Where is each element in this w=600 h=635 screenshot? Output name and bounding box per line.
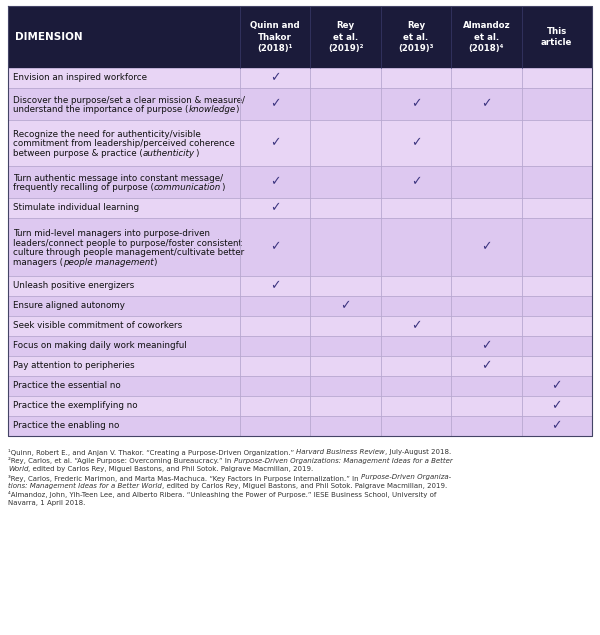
Text: Stimulate individual learning: Stimulate individual learning <box>13 203 139 213</box>
Text: Turn authentic message into constant message/: Turn authentic message into constant mes… <box>13 174 223 183</box>
Text: ✓: ✓ <box>481 340 491 352</box>
Text: ✓: ✓ <box>551 380 562 392</box>
Text: ✓: ✓ <box>411 98 421 110</box>
Bar <box>8 396 592 416</box>
Text: leaders/connect people to purpose/foster consistent: leaders/connect people to purpose/foster… <box>13 239 242 248</box>
Text: Purpose-Driven Organizations: Management Ideas for a Better: Purpose-Driven Organizations: Management… <box>233 457 452 464</box>
Text: commitment from leadership/perceived coherence: commitment from leadership/perceived coh… <box>13 140 235 149</box>
Text: ✓: ✓ <box>270 175 280 189</box>
Text: Pay attention to peripheries: Pay attention to peripheries <box>13 361 134 370</box>
Text: ): ) <box>195 149 198 158</box>
Text: ✓: ✓ <box>270 201 280 215</box>
Text: ✓: ✓ <box>270 279 280 293</box>
Text: managers (: managers ( <box>13 258 63 267</box>
Bar <box>8 336 592 356</box>
Text: ³Rey, Carlos, Frederic Marimon, and Marta Mas-Machuca. “Key Factors in Purpose I: ³Rey, Carlos, Frederic Marimon, and Mart… <box>8 474 361 481</box>
Text: Quinn and
Thakor
(2018)¹: Quinn and Thakor (2018)¹ <box>250 21 300 53</box>
Text: knowledge: knowledge <box>188 105 236 114</box>
Text: ¹Quinn, Robert E., and Anjan V. Thakor. “Creating a Purpose-Driven Organization.: ¹Quinn, Robert E., and Anjan V. Thakor. … <box>8 449 296 456</box>
Bar <box>8 376 592 396</box>
Text: ✓: ✓ <box>340 300 351 312</box>
Text: ): ) <box>221 184 224 192</box>
Text: Harvard Business Review: Harvard Business Review <box>296 449 385 455</box>
Text: authenticity: authenticity <box>143 149 195 158</box>
Text: ): ) <box>154 258 157 267</box>
Text: ⁴Almandoz, John, Yih-Teen Lee, and Alberto Ribera. “Unleashing the Power of Purp: ⁴Almandoz, John, Yih-Teen Lee, and Alber… <box>8 491 436 498</box>
Bar <box>8 6 592 68</box>
Bar <box>8 316 592 336</box>
Text: Practice the enabling no: Practice the enabling no <box>13 422 119 431</box>
Bar <box>8 356 592 376</box>
Text: communication: communication <box>154 184 221 192</box>
Text: Seek visible commitment of coworkers: Seek visible commitment of coworkers <box>13 321 182 330</box>
Text: ): ) <box>236 105 239 114</box>
Text: frequently recalling of purpose (: frequently recalling of purpose ( <box>13 184 154 192</box>
Text: Unleash positive energizers: Unleash positive energizers <box>13 281 134 290</box>
Text: ✓: ✓ <box>551 420 562 432</box>
Text: Discover the purpose/set a clear mission & measure/: Discover the purpose/set a clear mission… <box>13 96 245 105</box>
Text: ²Rey, Carlos, et al. “Agile Purpose: Overcoming Bureaucracy.” In: ²Rey, Carlos, et al. “Agile Purpose: Ove… <box>8 457 233 464</box>
Text: Envision an inspired workforce: Envision an inspired workforce <box>13 74 147 83</box>
Text: culture through people management/cultivate better: culture through people management/cultiv… <box>13 248 244 257</box>
Text: Almandoz
et al.
(2018)⁴: Almandoz et al. (2018)⁴ <box>463 21 510 53</box>
Bar <box>8 120 592 166</box>
Bar <box>8 416 592 436</box>
Text: ✓: ✓ <box>270 72 280 84</box>
Bar <box>8 68 592 88</box>
Text: Turn mid-level managers into purpose-driven: Turn mid-level managers into purpose-dri… <box>13 229 210 238</box>
Text: , edited by Carlos Rey, Miguel Bastons, and Phil Sotok. Palgrave Macmillan, 2019: , edited by Carlos Rey, Miguel Bastons, … <box>29 466 314 472</box>
Text: Rey
et al.
(2019)²: Rey et al. (2019)² <box>328 21 364 53</box>
Text: ✓: ✓ <box>411 319 421 333</box>
Text: Recognize the need for authenticity/visible: Recognize the need for authenticity/visi… <box>13 130 201 139</box>
Text: Practice the exemplifying no: Practice the exemplifying no <box>13 401 137 410</box>
Text: between purpose & practice (: between purpose & practice ( <box>13 149 143 158</box>
Text: ✓: ✓ <box>481 98 491 110</box>
Text: ✓: ✓ <box>270 137 280 149</box>
Bar <box>8 296 592 316</box>
Text: World: World <box>8 466 29 472</box>
Text: understand the importance of purpose (: understand the importance of purpose ( <box>13 105 188 114</box>
Text: ✓: ✓ <box>481 359 491 373</box>
Text: Practice the essential no: Practice the essential no <box>13 382 121 391</box>
Bar <box>8 276 592 296</box>
Text: ✓: ✓ <box>551 399 562 413</box>
Text: Focus on making daily work meaningful: Focus on making daily work meaningful <box>13 342 187 351</box>
Text: Rey
et al.
(2019)³: Rey et al. (2019)³ <box>398 21 434 53</box>
Text: ✓: ✓ <box>481 241 491 253</box>
Text: ✓: ✓ <box>411 137 421 149</box>
Text: ✓: ✓ <box>411 175 421 189</box>
Text: DIMENSION: DIMENSION <box>15 32 83 42</box>
Bar <box>8 198 592 218</box>
Text: ✓: ✓ <box>270 241 280 253</box>
Text: ✓: ✓ <box>270 98 280 110</box>
Text: This
article: This article <box>541 27 572 48</box>
Bar <box>8 218 592 276</box>
Text: tions: Management Ideas for a Better World: tions: Management Ideas for a Better Wor… <box>8 483 162 489</box>
Bar <box>8 88 592 120</box>
Text: Ensure aligned autonomy: Ensure aligned autonomy <box>13 302 125 311</box>
Text: , edited by Carlos Rey, Miguel Bastons, and Phil Sotok. Palgrave Macmillan, 2019: , edited by Carlos Rey, Miguel Bastons, … <box>162 483 447 489</box>
Text: people management: people management <box>63 258 154 267</box>
Text: , July-August 2018.: , July-August 2018. <box>385 449 451 455</box>
Bar <box>8 166 592 198</box>
Text: Navarra, 1 April 2018.: Navarra, 1 April 2018. <box>8 500 85 506</box>
Text: Purpose-Driven Organiza-: Purpose-Driven Organiza- <box>361 474 451 481</box>
